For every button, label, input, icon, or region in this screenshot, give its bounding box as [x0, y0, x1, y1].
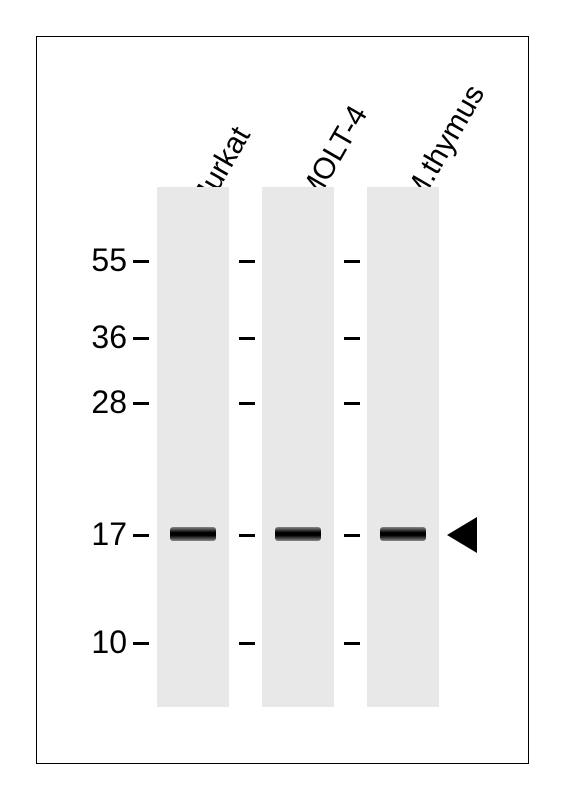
blot-area [157, 187, 497, 717]
marker-tick [239, 402, 255, 405]
marker-tick [344, 534, 360, 537]
lane-2 [262, 187, 334, 707]
blot-figure: Jurkat MOLT-4 M.thymus 55 36 28 17 10 [36, 36, 529, 764]
marker-label-55: 55 [85, 242, 127, 279]
marker-tick [133, 337, 149, 340]
band-lane-2 [275, 527, 321, 541]
marker-tick [133, 642, 149, 645]
marker-tick [133, 534, 149, 537]
marker-tick [344, 337, 360, 340]
marker-tick [133, 402, 149, 405]
marker-label-28: 28 [85, 384, 127, 421]
band-lane-3 [380, 527, 426, 541]
marker-tick [344, 642, 360, 645]
marker-label-36: 36 [85, 319, 127, 356]
marker-tick [344, 260, 360, 263]
marker-tick [133, 260, 149, 263]
marker-tick [239, 260, 255, 263]
marker-tick [344, 402, 360, 405]
marker-tick [239, 534, 255, 537]
band-arrow-icon [447, 517, 477, 553]
lane-3 [367, 187, 439, 707]
marker-tick [239, 642, 255, 645]
band-lane-1 [170, 527, 216, 541]
marker-label-17: 17 [85, 516, 127, 553]
marker-label-10: 10 [85, 624, 127, 661]
marker-tick [239, 337, 255, 340]
lane-1 [157, 187, 229, 707]
